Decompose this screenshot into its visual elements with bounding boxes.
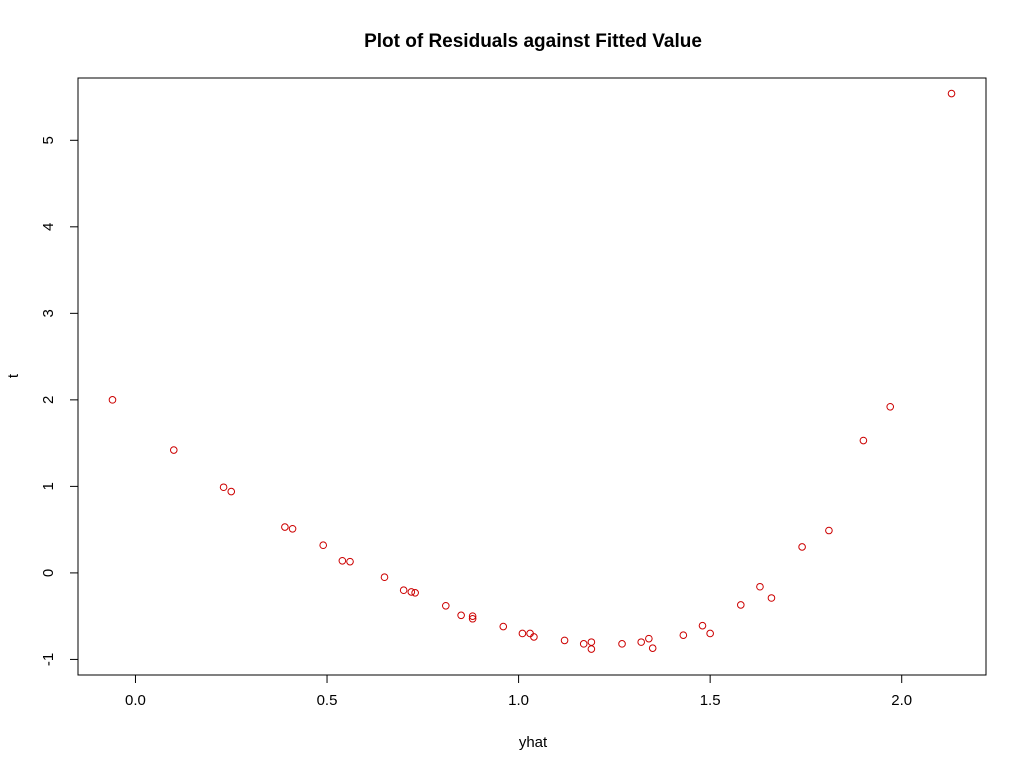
data-point: [338, 556, 347, 565]
data-point: [319, 541, 327, 550]
y-tick-label: 5: [40, 136, 57, 144]
data-point: [579, 640, 588, 648]
data-point: [108, 396, 117, 404]
y-tick-label: 2: [40, 396, 57, 404]
data-point: [399, 586, 408, 595]
data-point: [227, 487, 236, 496]
data-point: [825, 526, 833, 535]
x-axis: 0.0 0.5 1.0 1.5 2.0: [125, 675, 912, 709]
y-tick-label: -1: [40, 653, 57, 666]
data-point: [468, 614, 477, 623]
data-point: [798, 543, 806, 551]
x-tick-label: 0.5: [317, 692, 338, 709]
data-point: [648, 644, 657, 652]
x-tick-label: 1.0: [508, 692, 529, 709]
plot-frame: [77, 77, 987, 676]
data-point: [219, 483, 228, 492]
y-tick-label: 1: [40, 482, 57, 490]
data-point: [756, 582, 764, 591]
data-point: [169, 446, 178, 454]
data-point: [587, 645, 596, 653]
x-axis-label: yhat: [519, 734, 548, 751]
data-point: [468, 612, 477, 620]
data-point: [637, 638, 645, 646]
data-point: [679, 631, 688, 640]
x-tick-label: 1.5: [700, 692, 721, 709]
data-point: [886, 402, 895, 411]
x-tick-label: 0.0: [125, 692, 146, 709]
data-points: [108, 89, 956, 653]
y-tick-label: 4: [40, 223, 57, 231]
data-point: [499, 622, 508, 631]
y-tick-label: 3: [40, 309, 57, 317]
data-point: [645, 634, 653, 643]
data-point: [441, 601, 450, 610]
data-point: [859, 436, 868, 445]
data-point: [518, 629, 527, 638]
data-point: [706, 629, 714, 638]
data-point: [457, 611, 465, 620]
y-axis-label: t: [5, 373, 22, 378]
y-tick-label: 0: [40, 569, 57, 577]
y-axis: -1 0 1 2 3 4 5: [40, 136, 78, 666]
data-point: [767, 594, 776, 602]
data-point: [618, 640, 626, 648]
data-point: [947, 89, 956, 98]
data-point: [407, 588, 416, 596]
data-point: [698, 621, 707, 630]
data-point: [281, 523, 289, 531]
data-point: [288, 524, 297, 533]
data-point: [411, 589, 419, 597]
data-point: [346, 557, 354, 566]
data-point: [560, 636, 569, 645]
chart-title: Plot of Residuals against Fitted Value: [364, 31, 702, 52]
data-point: [380, 573, 389, 582]
data-point: [530, 633, 538, 641]
x-tick-label: 2.0: [891, 692, 912, 709]
data-point: [737, 601, 745, 609]
data-point: [587, 638, 596, 646]
